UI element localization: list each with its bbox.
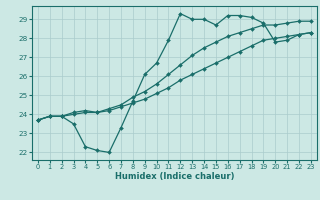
X-axis label: Humidex (Indice chaleur): Humidex (Indice chaleur) — [115, 172, 234, 181]
